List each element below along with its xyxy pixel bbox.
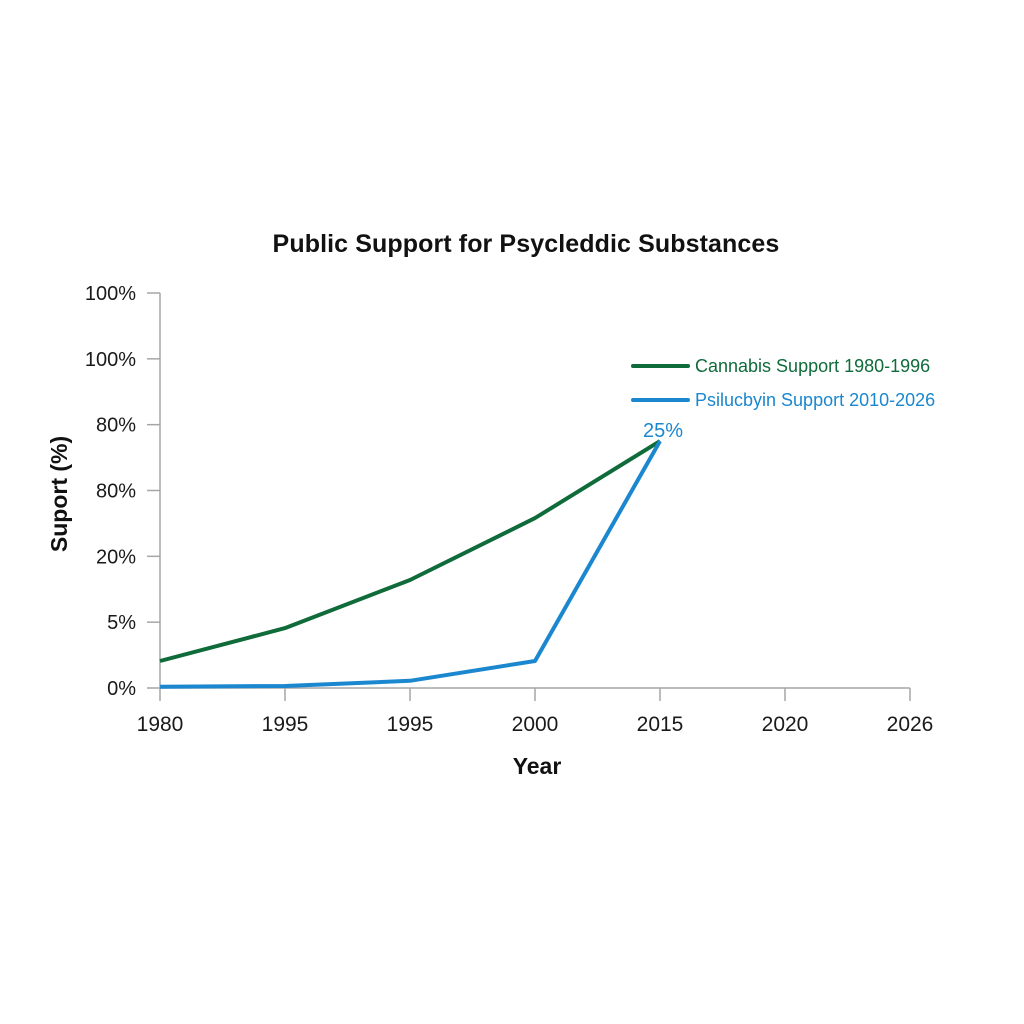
x-tick-label: 2020 xyxy=(762,713,809,736)
series-line-psilocybin xyxy=(159,440,662,689)
y-axis-title: Suport (%) xyxy=(46,436,72,552)
legend: Cannabis Support 1980-1996 Psilucbyin Su… xyxy=(631,356,935,410)
x-tick-label: 1995 xyxy=(262,713,309,736)
series-line-cannabis xyxy=(159,439,662,663)
x-tick-label: 1980 xyxy=(137,713,184,736)
y-tick-label: 100% xyxy=(85,283,136,305)
y-tick-label: 20% xyxy=(96,546,136,568)
legend-item-psilocybin[interactable]: Psilucbyin Support 2010-2026 xyxy=(631,390,935,410)
y-tick-label: 80% xyxy=(96,415,136,437)
x-tick-label: 2015 xyxy=(637,713,684,736)
x-tick-label: 1995 xyxy=(387,713,434,736)
endpoint-annotation: 25% xyxy=(643,420,683,442)
y-axis: 100% 100% 80% 80% 20% 5% 0% xyxy=(85,283,161,700)
y-tick-label: 100% xyxy=(85,349,136,371)
chart-title: Public Support for Psycleddic Substances xyxy=(272,230,780,258)
x-axis-title: Year xyxy=(513,753,562,779)
x-axis: 1980 1995 1995 2000 2015 2020 2026 xyxy=(137,687,934,736)
x-tick-label: 2000 xyxy=(512,713,559,736)
x-tick-label: 2026 xyxy=(887,713,934,736)
series-layer xyxy=(159,439,662,689)
legend-label-cannabis: Cannabis Support 1980-1996 xyxy=(695,356,930,376)
y-tick-label: 80% xyxy=(96,481,136,503)
y-tick-label: 0% xyxy=(107,678,136,700)
legend-label-psilocybin: Psilucbyin Support 2010-2026 xyxy=(695,390,935,410)
y-tick-label: 5% xyxy=(107,612,136,634)
legend-item-cannabis[interactable]: Cannabis Support 1980-1996 xyxy=(631,356,930,376)
